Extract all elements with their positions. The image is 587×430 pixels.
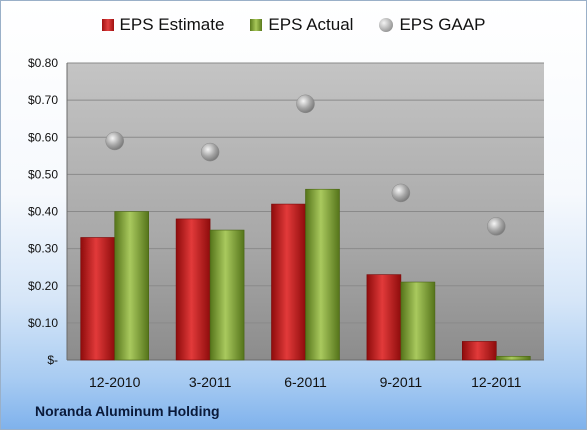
bar-eps-estimate [175,218,211,361]
bar-eps-estimate [271,203,306,361]
y-tick-label: $0.80 [28,56,58,70]
x-tick-label: 9-2011 [380,374,423,390]
bar-eps-estimate [366,274,402,361]
bar-eps-actual [114,211,149,361]
dot-eps-gaap [105,131,124,151]
legend: EPS Estimate EPS Actual EPS GAAP [1,15,586,35]
company-name: Noranda Aluminum Holding [35,403,220,419]
x-tick-label: 12-2010 [89,374,141,390]
bar-eps-estimate [461,341,497,361]
dot-eps-gaap [200,142,220,162]
y-tick-label: $0.70 [28,93,58,107]
legend-swatch-estimate [101,19,114,31]
y-tick-label: $0.10 [28,316,58,330]
y-tick-label: $0.40 [28,205,58,219]
dot-eps-gaap [296,94,315,114]
y-tick-label: $0.50 [28,167,58,181]
x-tick-label: 12-2011 [471,374,522,390]
x-tick-label: 3-2011 [189,374,232,390]
bar-eps-estimate [80,237,115,361]
dot-eps-gaap [391,183,411,203]
legend-label-gaap: EPS GAAP [399,15,486,34]
y-tick-label: $- [47,353,58,367]
legend-swatch-gaap [379,18,394,32]
bar-eps-actual [305,188,340,361]
bar-eps-actual [209,229,245,361]
legend-item-gaap: EPS GAAP [379,15,485,35]
y-tick-label: $0.30 [28,242,58,256]
legend-swatch-actual [250,19,263,31]
dot-eps-gaap [487,217,506,236]
y-tick-label: $0.20 [28,279,58,293]
legend-label-estimate: EPS Estimate [119,15,225,34]
x-tick-label: 6-2011 [284,374,327,390]
legend-item-estimate: EPS Estimate [101,15,225,35]
legend-item-actual: EPS Actual [250,15,353,35]
y-tick-label: $0.60 [28,130,58,144]
bar-eps-actual [400,281,436,361]
legend-label-actual: EPS Actual [268,15,354,34]
bar-eps-actual [495,355,531,361]
